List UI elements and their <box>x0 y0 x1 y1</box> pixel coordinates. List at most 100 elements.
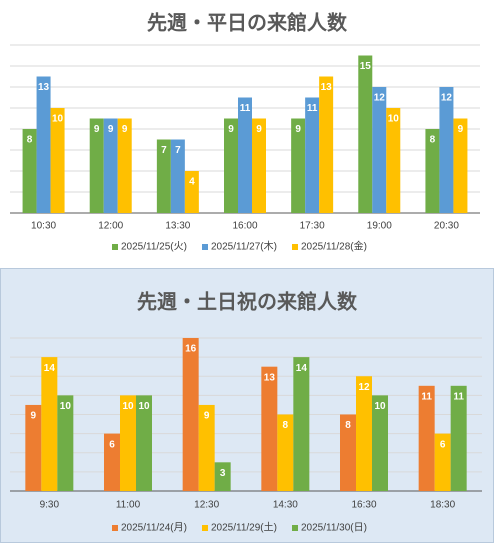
bar <box>22 129 37 213</box>
bar <box>182 338 199 491</box>
data-label: 8 <box>27 135 33 146</box>
data-label: 9 <box>108 124 114 135</box>
data-label: 8 <box>430 135 436 146</box>
bar <box>117 118 132 213</box>
data-label: 6 <box>109 439 115 450</box>
data-label: 7 <box>175 145 181 156</box>
data-label: 12 <box>358 382 370 393</box>
data-label: 11 <box>240 103 251 114</box>
data-label: 10 <box>122 401 134 412</box>
chart-title: 先週・土日祝の来館人数 <box>137 289 358 313</box>
bar <box>319 76 334 213</box>
data-label: 12 <box>374 93 386 104</box>
x-tick-label: 12:00 <box>98 221 123 232</box>
data-label: 10 <box>60 401 72 412</box>
bar <box>340 414 356 491</box>
chart-weekend: 先週・土日祝の来館人数 9:30 9 14 10 11:00 6 10 10 12:30 16 9 3 1… <box>0 268 494 543</box>
x-tick-label: 18:30 <box>430 500 455 511</box>
bar <box>41 357 58 491</box>
x-tick-label: 14:30 <box>273 500 298 511</box>
data-label: 10 <box>388 114 400 125</box>
data-label: 9 <box>458 124 464 135</box>
x-tick-label: 17:30 <box>300 221 325 232</box>
data-label: 9 <box>256 124 262 135</box>
bar <box>224 118 238 213</box>
data-label: 14 <box>44 363 56 374</box>
data-label: 9 <box>31 411 37 422</box>
bar <box>386 108 401 213</box>
data-label: 3 <box>220 468 226 479</box>
legend-label: 2025/11/27(木) <box>211 241 277 253</box>
x-tick-label: 13:30 <box>165 221 190 232</box>
legend-label: 2025/11/25(火) <box>121 241 187 253</box>
bar <box>214 462 231 491</box>
bar <box>184 171 199 213</box>
data-label: 15 <box>360 61 372 72</box>
legend-label: 2025/11/24(月) <box>121 522 187 534</box>
data-label: 12 <box>441 93 453 104</box>
legend-label: 2025/11/28(金) <box>301 240 367 253</box>
data-label: 8 <box>345 420 351 431</box>
bar <box>418 385 435 491</box>
bar <box>50 108 65 213</box>
bar <box>291 118 306 213</box>
legend-label: 2025/11/30(日) <box>301 523 367 534</box>
bar <box>170 139 185 213</box>
legend-marker <box>292 525 298 531</box>
x-tick-label: 19:00 <box>367 221 392 232</box>
data-label: 11 <box>453 391 464 402</box>
chart-title: 先週・平日の来館人数 <box>147 10 348 34</box>
data-label: 9 <box>204 411 210 422</box>
bar <box>277 414 294 491</box>
legend-marker <box>202 244 208 250</box>
legend-marker <box>112 244 118 250</box>
bar <box>356 376 372 491</box>
bar <box>238 97 252 213</box>
x-tick-label: 16:00 <box>232 221 257 232</box>
bar <box>305 97 320 213</box>
data-label: 10 <box>374 401 386 412</box>
data-label: 4 <box>189 177 195 188</box>
bar <box>450 385 467 491</box>
legend-marker <box>292 244 298 250</box>
data-label: 6 <box>440 439 446 450</box>
bar <box>25 404 42 491</box>
data-label: 9 <box>94 124 100 135</box>
bar <box>425 129 440 213</box>
legend-marker <box>202 525 208 531</box>
data-label: 11 <box>421 391 432 402</box>
bar <box>439 87 454 213</box>
bar <box>156 139 171 213</box>
bar <box>120 395 136 491</box>
x-tick-label: 10:30 <box>31 221 56 232</box>
bar <box>358 55 373 213</box>
bar <box>36 76 51 213</box>
x-tick-label: 11:00 <box>116 500 141 511</box>
x-tick-label: 20:30 <box>434 221 459 232</box>
bar <box>89 118 104 213</box>
data-label: 14 <box>296 363 308 374</box>
legend-label: 2025/11/29(土) <box>211 521 277 534</box>
data-label: 11 <box>307 103 318 114</box>
bar <box>198 404 215 491</box>
data-label: 9 <box>228 124 234 135</box>
data-label: 10 <box>52 114 64 125</box>
bar <box>293 357 310 491</box>
data-label: 13 <box>38 82 50 93</box>
bar <box>261 366 278 491</box>
data-label: 13 <box>321 82 333 93</box>
data-label: 7 <box>161 145 167 156</box>
bar <box>57 395 74 491</box>
bar <box>453 118 468 213</box>
legend-marker <box>112 525 118 531</box>
bar <box>103 118 118 213</box>
data-label: 10 <box>138 401 150 412</box>
data-label: 9 <box>295 124 301 135</box>
bar <box>372 395 388 491</box>
bar <box>252 118 266 213</box>
data-label: 16 <box>185 344 197 355</box>
x-tick-label: 16:30 <box>351 500 376 511</box>
bar <box>372 87 387 213</box>
